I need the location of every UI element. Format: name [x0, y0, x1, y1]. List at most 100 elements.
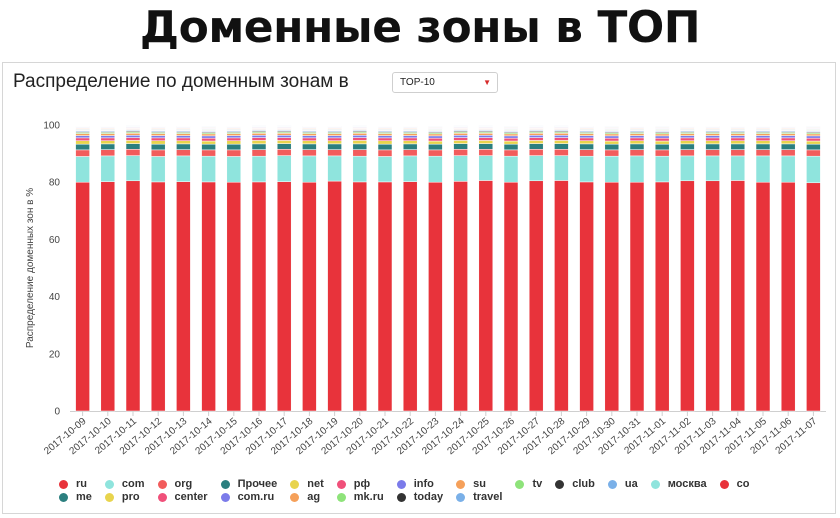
bar-segment: [251, 181, 267, 412]
bar-segment: [680, 133, 695, 136]
legend-item[interactable]: Прочее: [220, 478, 277, 490]
bar-segment: [125, 180, 141, 412]
bar-segment: [428, 181, 443, 412]
bar-segment: [705, 180, 720, 412]
bar-segment: [327, 143, 342, 150]
bar-segment: [327, 135, 342, 139]
bar-segment: [302, 140, 317, 145]
bar-segment: [100, 133, 116, 136]
bar-segment: [654, 133, 670, 137]
bar-segment: [528, 149, 544, 156]
bar-segment: [629, 181, 645, 412]
bar-segment: [629, 137, 645, 141]
legend-swatch: [290, 492, 300, 502]
legend-item[interactable]: pro: [104, 491, 145, 503]
bar-segment: [327, 149, 342, 157]
bar-segment: [176, 181, 191, 412]
bar-group: [327, 125, 342, 412]
bar-segment: [453, 133, 468, 136]
legend-item[interactable]: co: [719, 478, 749, 490]
legend-item[interactable]: net: [290, 478, 324, 490]
legend-item[interactable]: travel: [456, 491, 502, 503]
bar-segment: [755, 135, 771, 139]
bar-segment: [554, 140, 569, 144]
bar-segment: [780, 133, 796, 136]
legend-item[interactable]: center: [157, 491, 208, 503]
legend-item[interactable]: ru: [59, 478, 92, 490]
legend-swatch: [396, 479, 406, 489]
bar-segment: [75, 140, 90, 145]
legend-item[interactable]: info: [396, 478, 443, 490]
y-tick-label: 40: [49, 292, 61, 303]
bar-segment: [680, 137, 695, 141]
bar-segment: [579, 155, 594, 183]
bar-segment: [276, 181, 292, 412]
legend-item[interactable]: today: [396, 491, 443, 503]
bar-segment: [629, 155, 645, 183]
legend-item[interactable]: org: [157, 478, 208, 490]
legend-item[interactable]: su: [456, 478, 502, 490]
bar-group: [554, 125, 569, 412]
legend-swatch: [104, 479, 114, 489]
bar-segment: [806, 182, 821, 412]
legend-item[interactable]: ua: [607, 478, 638, 490]
bar-segment: [579, 143, 594, 150]
bar-segment: [402, 143, 418, 150]
legend-item[interactable]: com: [104, 478, 145, 490]
bar-segment: [604, 181, 620, 412]
bar-segment: [75, 156, 90, 183]
legend-item[interactable]: com.ru: [220, 491, 278, 503]
bar-segment: [226, 143, 242, 151]
bar-segment: [302, 143, 317, 150]
bar-segment: [125, 155, 141, 182]
bar-segment: [377, 137, 393, 141]
legend-label: net: [307, 478, 324, 490]
legend-swatch: [336, 492, 346, 502]
bar-segment: [125, 140, 141, 144]
legend-label: me: [76, 491, 92, 503]
legend-item[interactable]: me: [59, 491, 92, 503]
bar-group: [377, 125, 393, 412]
legend-label: tv: [532, 478, 543, 490]
legend-item[interactable]: club: [555, 478, 595, 490]
legend-item[interactable]: tv: [515, 478, 542, 490]
legend-label: pro: [121, 491, 140, 503]
bar-segment: [705, 143, 720, 150]
bar-group: [604, 126, 620, 412]
legend-item[interactable]: рф: [336, 478, 384, 490]
bar-segment: [352, 181, 368, 412]
bar-segment: [705, 140, 720, 145]
bar-segment: [780, 140, 796, 145]
bar-segment: [579, 181, 594, 412]
bar-segment: [528, 133, 544, 136]
bar-segment: [629, 133, 645, 136]
bar-segment: [226, 140, 242, 145]
bar-segment: [730, 135, 746, 139]
legend-label: москва: [667, 478, 707, 490]
bar-segment: [453, 149, 468, 156]
top-select-value: TOP-10: [400, 77, 435, 88]
legend-item[interactable]: mk.ru: [336, 491, 384, 503]
top-select[interactable]: TOP-10 ▼: [392, 72, 498, 93]
legend-label: com: [121, 478, 145, 490]
bar-segment: [780, 155, 796, 183]
bar-segment: [402, 149, 418, 157]
bar-group: [251, 125, 267, 412]
bar-segment: [100, 137, 116, 141]
bar-segment: [201, 135, 216, 139]
legend-item[interactable]: москва: [650, 478, 707, 490]
bar-segment: [402, 140, 418, 145]
legend-swatch: [456, 492, 466, 502]
bar-segment: [730, 180, 746, 412]
bar-segment: [780, 149, 796, 157]
legend-item[interactable]: ag: [290, 491, 324, 503]
bar-segment: [428, 133, 443, 137]
bar-segment: [604, 135, 620, 139]
bar-group: [579, 125, 594, 412]
bar-segment: [453, 155, 468, 182]
bar-segment: [302, 133, 317, 136]
bar-segment: [755, 133, 771, 136]
bar-segment: [654, 137, 670, 142]
bar-segment: [579, 135, 594, 139]
bar-segment: [201, 155, 216, 183]
